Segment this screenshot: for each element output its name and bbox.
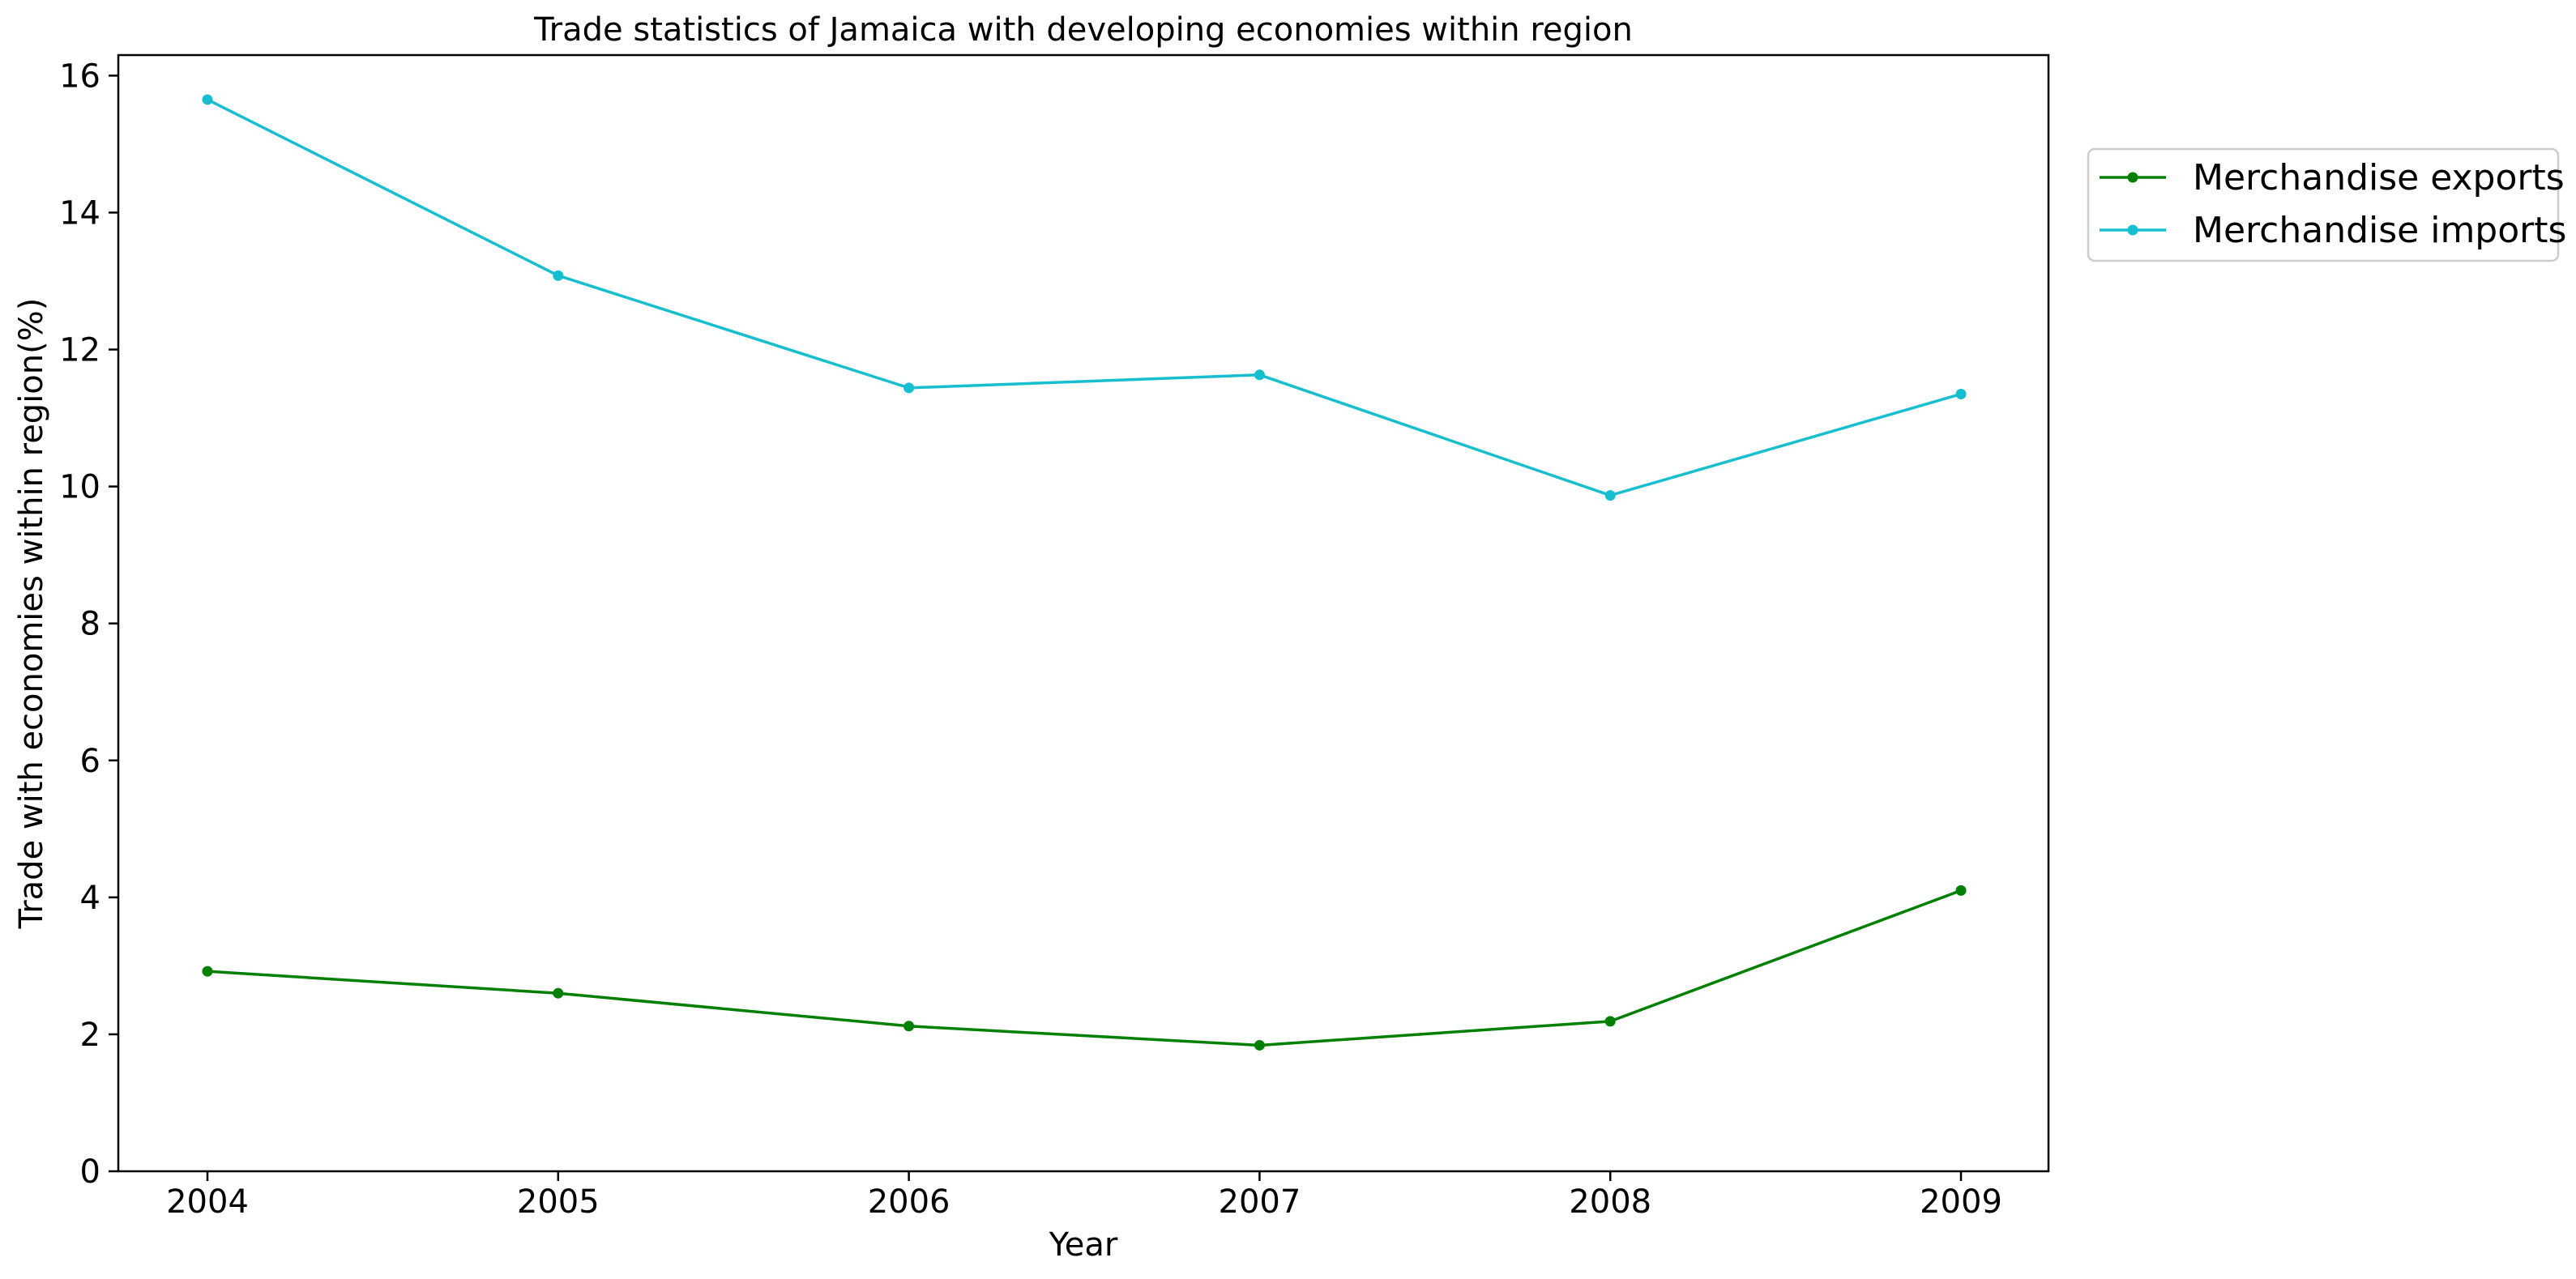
data-point: [1254, 1039, 1265, 1051]
data-point: [553, 270, 564, 281]
x-axis-label: Year: [1049, 1226, 1118, 1264]
x-tick-label: 2004: [166, 1183, 249, 1221]
data-point: [1955, 885, 1967, 896]
legend-label: Merchandise imports: [2193, 210, 2566, 251]
y-axis: 0 2 4 6 8 10 12 14 16: [59, 58, 118, 1191]
data-point: [1604, 1016, 1616, 1027]
y-tick-label: 12: [59, 332, 100, 369]
y-tick-label: 2: [80, 1017, 100, 1054]
y-tick-label: 4: [80, 880, 100, 917]
data-point: [553, 987, 564, 999]
plot-frame: [117, 53, 2050, 1173]
x-tick-label: 2006: [868, 1183, 951, 1221]
series-line-2: [207, 98, 1962, 497]
y-tick-label: 10: [59, 469, 100, 506]
data-point: [1604, 490, 1616, 501]
x-tick-label: 2009: [1920, 1183, 2002, 1221]
legend-swatch-marker: [2127, 224, 2138, 236]
chart-title: Trade statistics of Jamaica with develop…: [533, 11, 1633, 49]
y-axis-label: Trade with economies within region(%): [13, 298, 50, 930]
series-line-1: [207, 889, 1962, 1047]
x-tick-label: 2005: [517, 1183, 600, 1221]
y-tick-label: 14: [59, 194, 100, 232]
x-tick-label: 2007: [1219, 1183, 1301, 1221]
x-axis: 2004 2005 2006 2007 2008 2009: [166, 1171, 2002, 1221]
y-tick-label: 6: [80, 743, 100, 780]
data-point: [202, 966, 213, 977]
y-tick-label: 16: [59, 58, 100, 95]
y-tick-label: 8: [80, 606, 100, 643]
legend-label: Merchandise exports: [2193, 157, 2565, 198]
y-tick-label: 0: [80, 1153, 100, 1191]
x-tick-label: 2008: [1569, 1183, 1651, 1221]
data-point: [904, 1021, 915, 1032]
data-point: [1955, 388, 1967, 399]
data-point: [202, 94, 213, 105]
data-point: [904, 382, 915, 394]
legend: Merchandise exports Merchandise imports: [2087, 147, 2566, 262]
legend-swatch-marker: [2127, 172, 2138, 183]
legend-frame: [2087, 147, 2560, 262]
plot-area: [202, 94, 1967, 1051]
data-point: [1254, 369, 1265, 381]
